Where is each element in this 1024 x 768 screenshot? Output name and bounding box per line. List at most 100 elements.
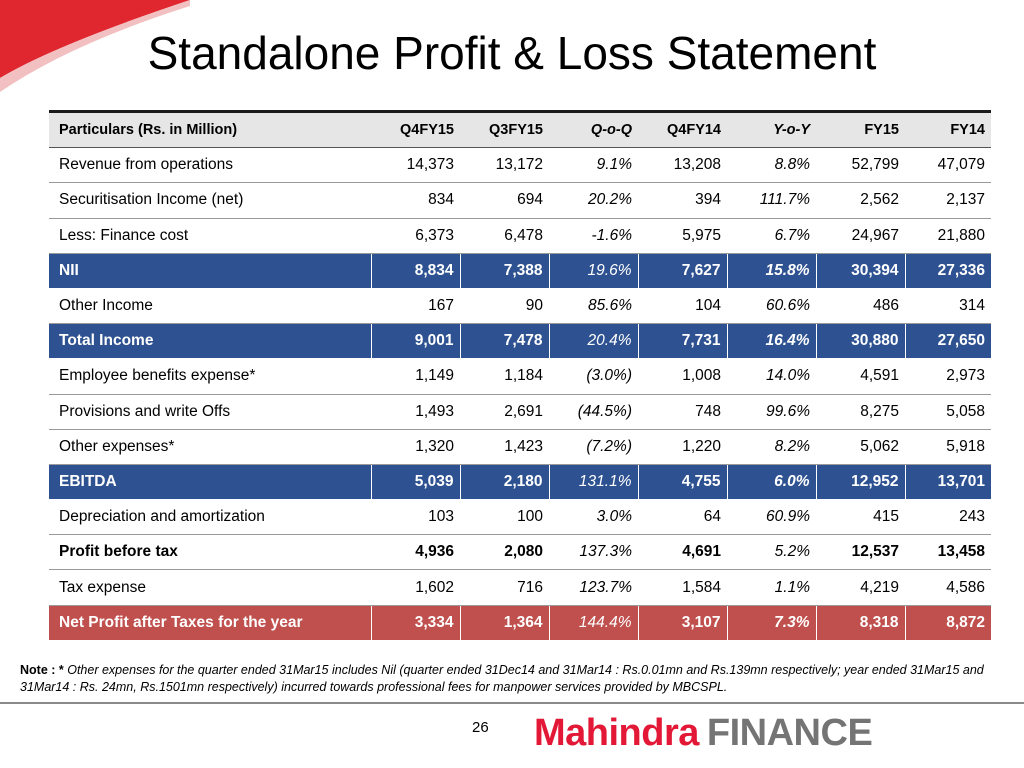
cell-fy15: 415 <box>816 499 905 536</box>
cell-yoy: 6.7% <box>727 218 816 254</box>
cell-q4fy15: 1,320 <box>371 429 460 465</box>
cell-q4fy14: 1,584 <box>638 569 727 606</box>
row-label: Tax expense <box>49 569 371 606</box>
table-row: Other expenses* 1,320 1,423 (7.2%) 1,220… <box>49 429 991 465</box>
cell-q4fy14: 7,731 <box>637 323 727 360</box>
header-q4fy15: Q4FY15 <box>371 109 460 149</box>
profit-loss-table: Particulars (Rs. in Million) Q4FY15 Q3FY… <box>49 109 991 640</box>
cell-fy15: 30,394 <box>815 253 905 289</box>
cell-fy15: 12,537 <box>816 534 905 571</box>
page-title: Standalone Profit & Loss Statement <box>147 27 877 79</box>
row-label: Profit before tax <box>49 534 371 571</box>
table-row-ebitda: EBITDA 5,039 2,180 131.1% 4,755 6.0% 12,… <box>49 464 991 501</box>
cell-fy14: 27,336 <box>904 253 991 289</box>
cell-q3fy15: 90 <box>460 288 549 325</box>
row-label: Revenue from operations <box>49 147 371 184</box>
table-header-row: Particulars (Rs. in Million) Q4FY15 Q3FY… <box>49 109 991 149</box>
corner-swoosh-decoration <box>0 0 190 92</box>
cell-q4fy15: 1,149 <box>371 358 460 395</box>
table-row: Provisions and write Offs 1,493 2,691 (4… <box>49 394 991 430</box>
cell-q4fy15: 3,334 <box>370 605 460 640</box>
cell-yoy: 16.4% <box>726 323 816 360</box>
cell-fy15: 486 <box>816 288 905 325</box>
cell-yoy: 60.6% <box>727 288 816 325</box>
cell-q4fy15: 103 <box>371 499 460 536</box>
cell-qoq: 9.1% <box>549 147 638 184</box>
header-yoy: Y-o-Y <box>727 109 816 149</box>
cell-fy14: 5,918 <box>905 429 991 465</box>
cell-q4fy14: 748 <box>638 394 727 430</box>
cell-q4fy15: 167 <box>371 288 460 325</box>
row-label: Total Income <box>49 323 371 360</box>
cell-yoy: 99.6% <box>727 394 816 430</box>
cell-q4fy14: 13,208 <box>638 147 727 184</box>
cell-fy14: 27,650 <box>904 323 991 360</box>
header-qoq: Q-o-Q <box>549 109 638 149</box>
header-q4fy14: Q4FY14 <box>638 109 727 149</box>
cell-q3fy15: 13,172 <box>460 147 549 184</box>
cell-fy15: 8,318 <box>815 605 905 640</box>
row-label: Employee benefits expense* <box>49 358 371 395</box>
cell-yoy: 1.1% <box>727 569 816 606</box>
footer-divider <box>0 702 1024 704</box>
cell-qoq: 3.0% <box>549 499 638 536</box>
header-particulars: Particulars (Rs. in Million) <box>49 109 371 149</box>
cell-yoy: 111.7% <box>727 182 816 219</box>
cell-fy14: 47,079 <box>905 147 991 184</box>
cell-fy15: 2,562 <box>816 182 905 219</box>
row-label: EBITDA <box>49 464 371 501</box>
cell-fy15: 52,799 <box>816 147 905 184</box>
table-row: Other Income 167 90 85.6% 104 60.6% 486 … <box>49 288 991 325</box>
cell-yoy: 6.0% <box>726 464 816 501</box>
cell-q3fy15: 7,388 <box>459 253 549 289</box>
cell-q3fy15: 2,080 <box>460 534 549 571</box>
cell-q3fy15: 2,691 <box>460 394 549 430</box>
cell-q3fy15: 694 <box>460 182 549 219</box>
row-label: Other Income <box>49 288 371 325</box>
table-row: Depreciation and amortization 103 100 3.… <box>49 499 991 536</box>
cell-fy14: 13,701 <box>904 464 991 501</box>
cell-fy14: 314 <box>905 288 991 325</box>
cell-qoq: 20.2% <box>549 182 638 219</box>
cell-yoy: 14.0% <box>727 358 816 395</box>
cell-qoq: 85.6% <box>549 288 638 325</box>
cell-q3fy15: 2,180 <box>459 464 549 501</box>
cell-yoy: 8.2% <box>727 429 816 465</box>
footnote: Note : * Other expenses for the quarter … <box>20 662 1010 696</box>
cell-qoq: 131.1% <box>548 464 638 501</box>
cell-fy14: 5,058 <box>905 394 991 430</box>
cell-qoq: (7.2%) <box>549 429 638 465</box>
cell-q4fy14: 1,220 <box>638 429 727 465</box>
cell-fy15: 12,952 <box>815 464 905 501</box>
cell-qoq: (44.5%) <box>549 394 638 430</box>
cell-q4fy14: 394 <box>638 182 727 219</box>
cell-q3fy15: 716 <box>460 569 549 606</box>
cell-q4fy14: 3,107 <box>637 605 727 640</box>
cell-q4fy15: 9,001 <box>370 323 460 360</box>
table-row-net-profit: Net Profit after Taxes for the year 3,33… <box>49 605 991 640</box>
cell-q3fy15: 1,423 <box>460 429 549 465</box>
row-label: Depreciation and amortization <box>49 499 371 536</box>
cell-fy15: 24,967 <box>816 218 905 254</box>
header-fy14: FY14 <box>905 109 991 149</box>
cell-yoy: 60.9% <box>727 499 816 536</box>
cell-q4fy15: 1,493 <box>371 394 460 430</box>
cell-q3fy15: 7,478 <box>459 323 549 360</box>
cell-q4fy15: 6,373 <box>371 218 460 254</box>
mahindra-finance-logo: Mahindra FINANCE <box>534 712 873 754</box>
row-label: Securitisation Income (net) <box>49 182 371 219</box>
cell-q4fy14: 7,627 <box>637 253 727 289</box>
cell-qoq: 19.6% <box>548 253 638 289</box>
cell-q4fy14: 104 <box>638 288 727 325</box>
cell-fy15: 4,591 <box>816 358 905 395</box>
cell-fy15: 30,880 <box>815 323 905 360</box>
cell-yoy: 15.8% <box>726 253 816 289</box>
cell-fy15: 5,062 <box>816 429 905 465</box>
cell-fy15: 4,219 <box>816 569 905 606</box>
cell-fy14: 21,880 <box>905 218 991 254</box>
logo-finance-text: FINANCE <box>706 712 873 754</box>
cell-qoq: -1.6% <box>549 218 638 254</box>
row-label: NII <box>49 253 371 289</box>
cell-qoq: 144.4% <box>548 605 638 640</box>
cell-yoy: 5.2% <box>727 534 816 571</box>
